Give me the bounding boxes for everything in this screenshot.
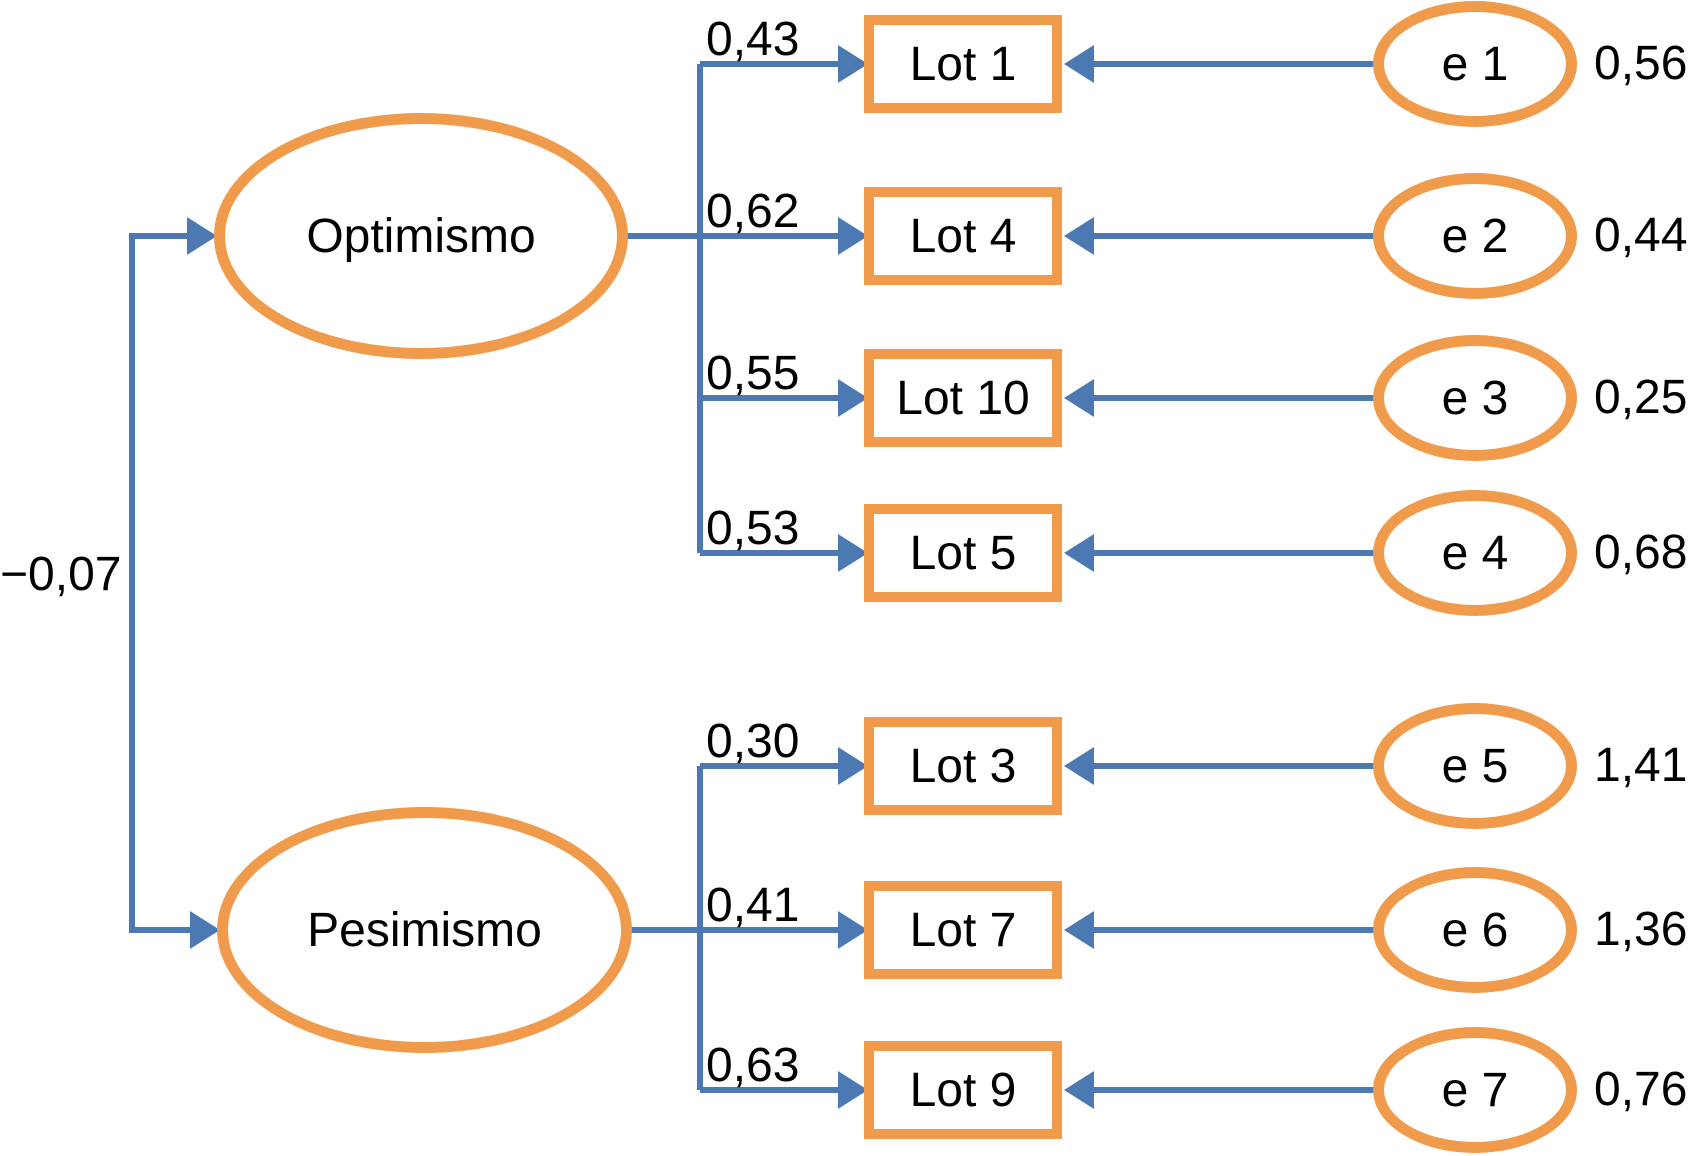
arrowhead-right <box>838 534 868 572</box>
observed-variable-label: Lot 9 <box>909 1063 1017 1117</box>
error-term-ellipse: e 3 <box>1373 335 1577 461</box>
arrowhead-right <box>838 45 868 83</box>
arrowhead-right <box>190 911 220 949</box>
error-variance-value: 0,68 <box>1594 526 1688 579</box>
latent-factor-label: Pesimismo <box>307 903 542 957</box>
error-term-label: e 3 <box>1441 371 1509 425</box>
arrowhead-right <box>838 1071 868 1109</box>
arrowhead-left <box>1064 379 1094 417</box>
observed-variable-box: Lot 9 <box>864 1041 1062 1139</box>
error-term-label: e 1 <box>1441 37 1509 91</box>
factor-loading-value: 0,43 <box>706 13 800 66</box>
observed-variable-label: Lot 10 <box>896 371 1030 425</box>
error-variance-value: 0,76 <box>1594 1063 1688 1116</box>
observed-variable-label: Lot 7 <box>909 903 1017 957</box>
correlation-path <box>129 233 190 933</box>
error-variance-value: 0,44 <box>1594 209 1688 262</box>
correlation-value: −0,07 <box>0 548 122 601</box>
arrowhead-left <box>1064 747 1094 785</box>
error-variance-value: 0,25 <box>1594 371 1688 424</box>
observed-variable-box: Lot 10 <box>864 349 1062 447</box>
factor-loading-value: 0,41 <box>706 879 800 932</box>
arrowhead-left <box>1064 217 1094 255</box>
latent-factor-pesimismo-ellipse: Pesimismo <box>217 807 632 1053</box>
observed-variable-box: Lot 7 <box>864 881 1062 979</box>
error-term-ellipse: e 2 <box>1373 173 1577 299</box>
error-term-ellipse: e 4 <box>1373 490 1577 616</box>
observed-variable-box: Lot 4 <box>864 187 1062 285</box>
observed-variable-label: Lot 5 <box>909 526 1017 580</box>
observed-variable-label: Lot 1 <box>909 37 1017 91</box>
arrowhead-right <box>838 379 868 417</box>
error-term-label: e 6 <box>1441 903 1509 957</box>
error-variance-value: 0,56 <box>1594 37 1688 90</box>
arrowhead-right <box>838 217 868 255</box>
observed-variable-box: Lot 5 <box>864 504 1062 602</box>
factor-loading-value: 0,62 <box>706 185 800 238</box>
error-term-label: e 7 <box>1441 1063 1509 1117</box>
observed-variable-label: Lot 3 <box>909 739 1017 793</box>
arrowhead-left <box>1064 911 1094 949</box>
factor-loading-value: 0,55 <box>706 347 800 400</box>
error-term-label: e 4 <box>1441 526 1509 580</box>
error-term-label: e 5 <box>1441 739 1509 793</box>
arrowhead-left <box>1064 45 1094 83</box>
arrowhead-right <box>187 217 217 255</box>
arrowhead-right <box>838 747 868 785</box>
error-variance-value: 1,36 <box>1594 903 1688 956</box>
arrowhead-right <box>838 911 868 949</box>
arrowhead-left <box>1064 1071 1094 1109</box>
latent-factor-optimismo-ellipse: Optimismo <box>214 113 628 359</box>
factor-loading-value: 0,53 <box>706 502 800 555</box>
latent-factor-label: Optimismo <box>306 209 536 263</box>
factor-loading-value: 0,30 <box>706 715 800 768</box>
arrowhead-left <box>1064 534 1094 572</box>
observed-variable-box: Lot 3 <box>864 717 1062 815</box>
error-term-ellipse: e 5 <box>1373 703 1577 829</box>
error-term-label: e 2 <box>1441 209 1509 263</box>
observed-variable-box: Lot 1 <box>864 15 1062 113</box>
error-variance-value: 1,41 <box>1594 739 1688 792</box>
observed-variable-label: Lot 4 <box>909 209 1017 263</box>
error-term-ellipse: e 7 <box>1373 1027 1577 1153</box>
error-term-ellipse: e 1 <box>1373 1 1577 127</box>
error-term-ellipse: e 6 <box>1373 867 1577 993</box>
factor-loading-value: 0,63 <box>706 1039 800 1092</box>
